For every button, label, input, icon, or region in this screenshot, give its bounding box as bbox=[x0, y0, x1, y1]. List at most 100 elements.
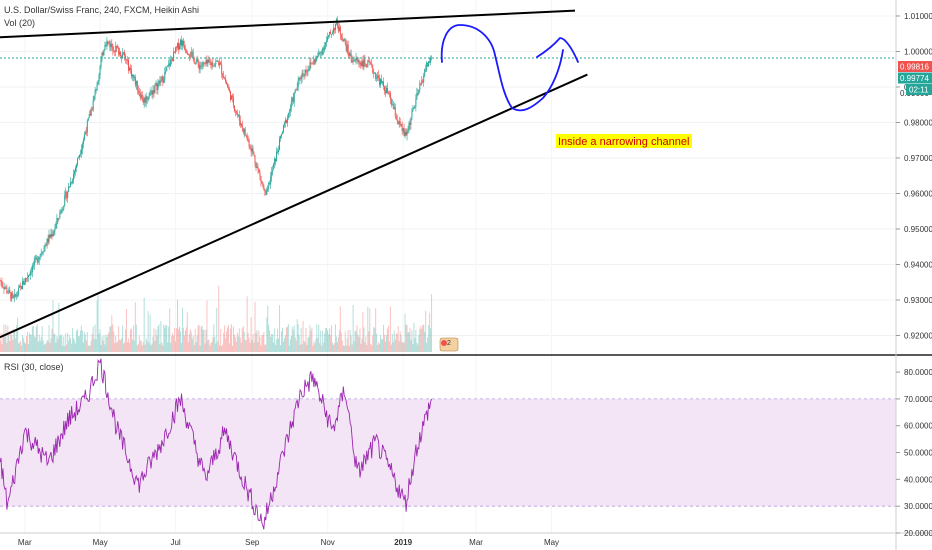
candle-body bbox=[189, 56, 191, 58]
volume-bar bbox=[143, 297, 145, 352]
candle-body bbox=[201, 65, 203, 67]
candle-body bbox=[384, 90, 386, 94]
candle-body bbox=[20, 285, 22, 287]
volume-bar bbox=[43, 344, 45, 352]
candle-body bbox=[293, 92, 295, 102]
volume-bar bbox=[244, 339, 246, 352]
candle-body bbox=[347, 44, 349, 53]
volume-bar bbox=[94, 324, 96, 352]
volume-bar bbox=[199, 345, 201, 352]
candle-body bbox=[283, 122, 285, 125]
price-tick-label: 0.93000 bbox=[904, 296, 932, 305]
volume-bar bbox=[301, 344, 303, 352]
candle-body bbox=[148, 95, 150, 99]
candle-body bbox=[299, 77, 301, 80]
volume-bar bbox=[281, 327, 283, 352]
candle-body bbox=[193, 57, 195, 63]
volume-bar bbox=[355, 331, 357, 352]
annotation[interactable]: Inside a narrowing channel bbox=[556, 134, 692, 148]
candle-body bbox=[368, 60, 370, 62]
volume-bar bbox=[161, 342, 163, 352]
volume-bar bbox=[119, 339, 121, 352]
candle-body bbox=[244, 129, 246, 136]
volume-bar bbox=[343, 345, 345, 352]
candle-body bbox=[235, 111, 237, 114]
volume-bar bbox=[396, 333, 398, 352]
volume-bar bbox=[318, 324, 320, 352]
candle-body bbox=[278, 149, 280, 152]
volume-bar bbox=[370, 343, 372, 352]
candle-body bbox=[60, 210, 62, 213]
candle-body bbox=[263, 185, 265, 191]
volume-bar bbox=[225, 338, 227, 352]
candle-body bbox=[146, 96, 148, 100]
volume-bar bbox=[349, 330, 351, 352]
volume-bar bbox=[33, 336, 35, 352]
rsi-legend[interactable]: RSI (30, close) bbox=[4, 362, 64, 372]
candle-body bbox=[33, 259, 35, 266]
candle-body bbox=[63, 205, 65, 210]
volume-bar bbox=[32, 325, 34, 352]
candle-body bbox=[196, 59, 198, 62]
rsi-axis[interactable]: 80.0000 70.0000 60.0000 50.0000 40.0000 30.00… bbox=[896, 368, 932, 538]
volume-bar bbox=[229, 328, 231, 352]
volume-bar bbox=[78, 336, 80, 352]
candle-body bbox=[305, 69, 307, 72]
symbol-legend[interactable]: U.S. Dollar/Swiss Franc, 240, FXCM, Heik… bbox=[4, 5, 200, 15]
volume-bar bbox=[42, 340, 44, 352]
time-axis[interactable]: Mar May Jul Sep Nov 2019 Mar May bbox=[18, 538, 559, 547]
volume-badge[interactable]: 2 bbox=[439, 337, 459, 352]
candle-body bbox=[156, 83, 158, 90]
candle-body bbox=[304, 69, 306, 76]
candle-body bbox=[261, 181, 263, 184]
forecast-drawing[interactable] bbox=[440, 24, 579, 112]
volume-bar bbox=[190, 331, 192, 352]
volume-bar bbox=[296, 319, 298, 352]
candle-body bbox=[372, 65, 374, 73]
candle-body bbox=[39, 254, 41, 257]
candle-body bbox=[273, 164, 275, 170]
volume-bar bbox=[140, 340, 142, 352]
volume-bar bbox=[241, 328, 243, 352]
candle-body bbox=[55, 223, 57, 229]
volume-bar bbox=[129, 329, 131, 352]
candle-body bbox=[174, 51, 176, 53]
volume-bar bbox=[382, 324, 384, 352]
candle-body bbox=[274, 158, 276, 165]
volume-bar bbox=[148, 342, 150, 352]
volume-bar bbox=[107, 334, 109, 352]
candle-body bbox=[15, 293, 17, 296]
candle-body bbox=[87, 117, 89, 121]
candle-body bbox=[318, 52, 320, 57]
volume-bar bbox=[196, 335, 198, 352]
volume-bar bbox=[335, 336, 337, 352]
volume-bar bbox=[12, 340, 14, 352]
volume-bar bbox=[39, 340, 41, 352]
volume-bar bbox=[216, 307, 218, 352]
volume-bar bbox=[416, 342, 418, 352]
volume-bar bbox=[79, 330, 81, 352]
candle-body bbox=[103, 49, 105, 55]
forecast-arrow bbox=[536, 37, 579, 63]
volume-bar bbox=[69, 335, 71, 352]
volume-bar bbox=[350, 335, 352, 352]
volume-bar bbox=[147, 310, 149, 352]
candle-body bbox=[224, 78, 226, 80]
candle-body bbox=[353, 60, 355, 62]
volume-bar bbox=[243, 331, 245, 352]
volume-bar bbox=[92, 326, 94, 352]
volume-bar bbox=[383, 334, 385, 352]
candle-body bbox=[214, 64, 216, 66]
trendlines[interactable] bbox=[0, 9, 588, 339]
candle-body bbox=[61, 210, 63, 212]
candle-body bbox=[227, 84, 229, 88]
candle-body bbox=[200, 65, 202, 67]
volume-bar bbox=[405, 324, 407, 352]
candle-body bbox=[363, 59, 365, 68]
volume-legend[interactable]: Vol (20) bbox=[4, 18, 36, 28]
candle-body bbox=[100, 59, 102, 67]
volume-bar bbox=[134, 302, 136, 352]
volume-bar bbox=[252, 333, 254, 352]
volume-bar bbox=[274, 328, 276, 352]
